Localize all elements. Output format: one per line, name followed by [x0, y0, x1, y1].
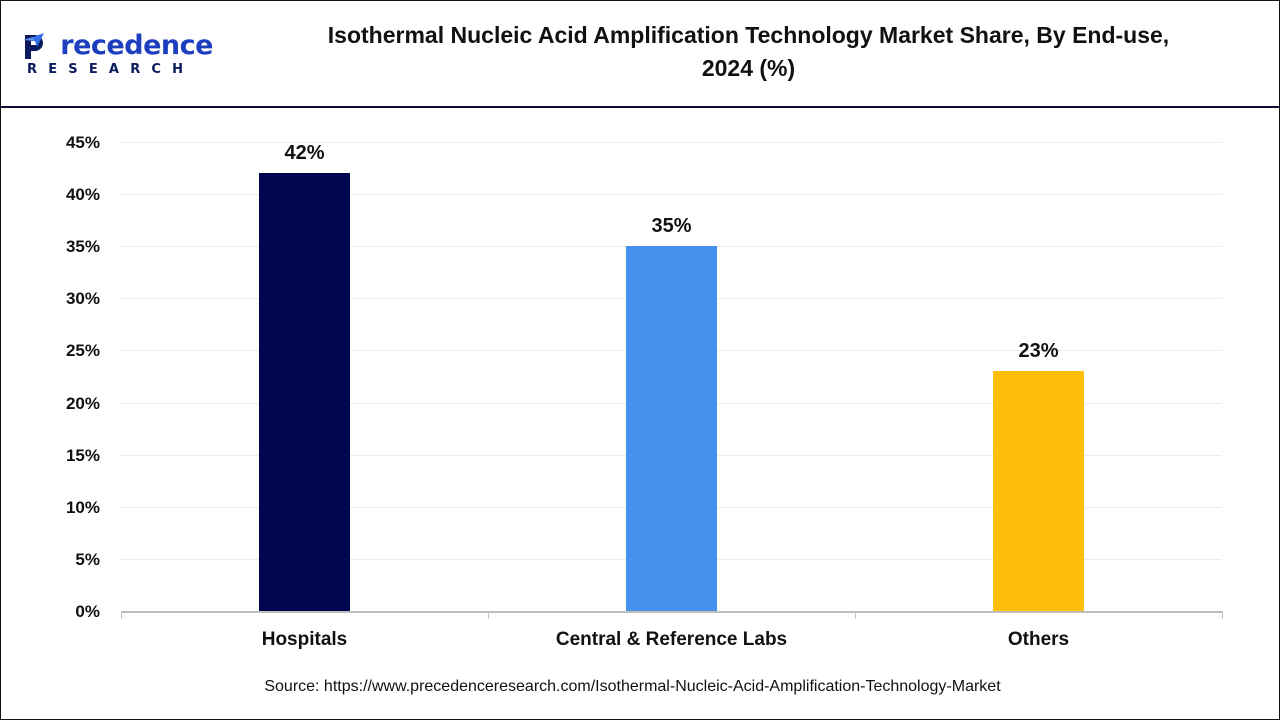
- paper-plane-logo-icon: [23, 33, 44, 59]
- bar-value-label: 35%: [651, 215, 692, 238]
- logo-wordmark: Precedence: [41, 29, 213, 63]
- x-axis-tick-mark: [121, 611, 122, 619]
- logo-subtitle: RESEARCH: [27, 62, 195, 77]
- x-axis-tick-mark: [488, 611, 489, 619]
- logo-word-rest: recedence: [60, 30, 213, 61]
- chart-title-line-2: 2024 (%): [701, 55, 796, 81]
- x-axis-tick-mark: [1222, 611, 1223, 619]
- y-axis-tick-label: 15%: [65, 445, 100, 465]
- bar-value-label: 23%: [1018, 340, 1059, 363]
- source-note: Source: https://www.precedenceresearch.c…: [264, 678, 1001, 695]
- x-axis-category-label: Central & Reference Labs: [555, 629, 788, 650]
- chart-title-line-1: Isothermal Nucleic Acid Amplification Te…: [327, 22, 1170, 48]
- bar-central-reference-labs[interactable]: [626, 246, 717, 611]
- y-axis-tick-label: 40%: [65, 185, 100, 205]
- bar-chart: 0% 5% 10% 15% 20% 25% 30% 35% 40% 45% 42% Hospitals…: [0, 108, 1280, 720]
- y-axis-tick-label: 20%: [65, 393, 100, 413]
- x-axis-category-label: Hospitals: [261, 629, 348, 650]
- x-axis-line: [121, 611, 1222, 613]
- precedence-research-logo: Precedence RESEARCH: [23, 29, 223, 85]
- y-axis-tick-label: 0%: [75, 602, 100, 621]
- x-axis-tick-mark: [855, 611, 856, 619]
- chart-title: Isothermal Nucleic Acid Amplification Te…: [271, 19, 1226, 85]
- header: Precedence RESEARCH Isothermal Nucleic A…: [1, 1, 1279, 108]
- x-axis-category-label: Others: [1007, 629, 1070, 650]
- bar-hospitals[interactable]: [259, 173, 350, 611]
- bar-others[interactable]: [993, 371, 1084, 611]
- y-axis-tick-label: 35%: [65, 237, 100, 257]
- y-axis-tick-label: 5%: [75, 549, 100, 569]
- gridline: [121, 194, 1222, 196]
- y-axis-tick-label: 10%: [65, 497, 100, 517]
- y-axis-tick-label: 30%: [65, 289, 100, 309]
- bar-value-label: 42%: [284, 142, 325, 165]
- gridline: [121, 142, 1222, 143]
- y-axis-tick-label: 45%: [65, 133, 100, 152]
- y-axis-tick-label: 25%: [65, 341, 100, 361]
